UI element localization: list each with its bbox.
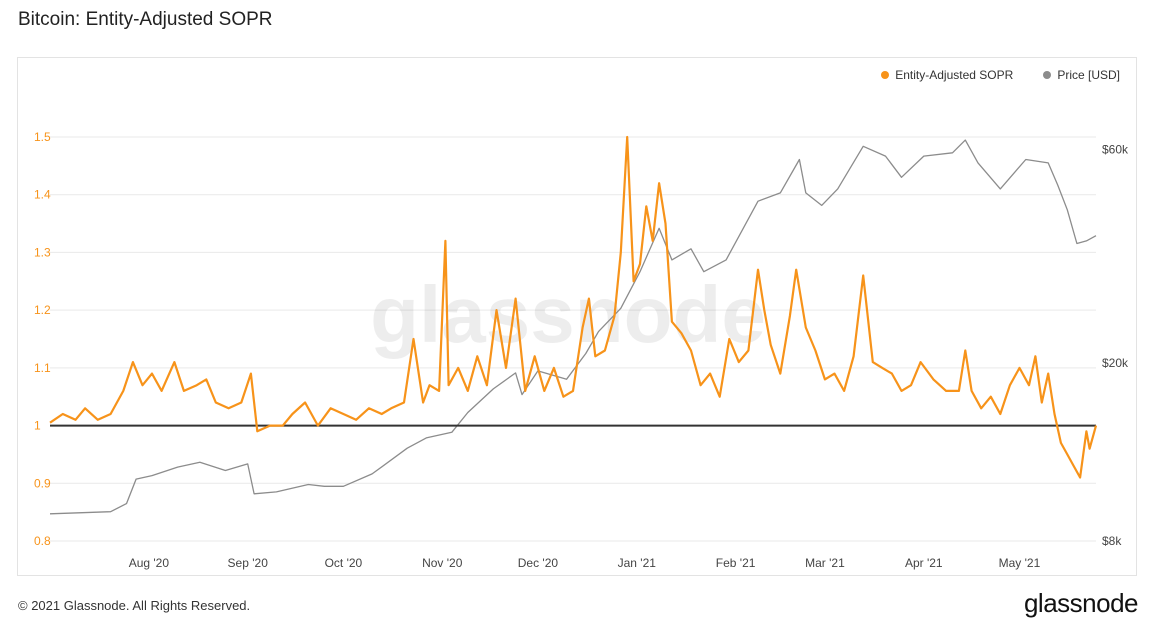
page-title: Bitcoin: Entity-Adjusted SOPR: [18, 9, 273, 30]
x-tick-label: May '21: [999, 556, 1041, 570]
copyright-text: © 2021 Glassnode. All Rights Reserved.: [18, 598, 251, 613]
legend-label-price: Price [USD]: [1057, 68, 1120, 82]
x-tick-label: Nov '20: [422, 556, 463, 570]
x-tick-label: Dec '20: [518, 556, 559, 570]
x-tick-label: Mar '21: [805, 556, 845, 570]
x-axis: Aug '20 Sep '20 Oct '20 Nov '20 Dec '20 Jan '…: [129, 556, 1041, 570]
left-tick-label: 1.2: [34, 303, 51, 317]
left-tick-label: 1.4: [34, 188, 51, 202]
glassnode-logo[interactable]: glassnode: [1023, 588, 1139, 618]
left-tick-label: 0.9: [34, 476, 51, 490]
legend-item-sopr[interactable]: Entity-Adjusted SOPR: [881, 68, 1013, 82]
x-tick-label: Apr '21: [905, 556, 943, 570]
price-line: [49, 139, 1097, 515]
right-tick-label: $20k: [1102, 356, 1129, 370]
sopr-line: [49, 135, 1098, 479]
left-tick-label: 1.3: [34, 245, 51, 259]
price-series: [49, 139, 1097, 515]
left-tick-label: 0.8: [34, 534, 51, 548]
watermark: glassnode: [370, 270, 766, 359]
legend-item-price[interactable]: Price [USD]: [1043, 68, 1120, 82]
legend-label-sopr: Entity-Adjusted SOPR: [895, 68, 1014, 82]
chart-legend: Entity-Adjusted SOPR Price [USD]: [881, 68, 1120, 82]
x-tick-label: Jan '21: [618, 556, 657, 570]
x-tick-label: Oct '20: [325, 556, 363, 570]
x-tick-label: Aug '20: [129, 556, 170, 570]
right-tick-label: $8k: [1102, 534, 1122, 548]
right-axis: $8k $20k $60k: [1102, 143, 1129, 548]
left-tick-label: 1.1: [34, 361, 51, 375]
left-tick-label: 1.5: [34, 130, 51, 144]
left-tick-label: 1: [34, 419, 41, 433]
left-axis: 0.8 0.9 1 1.1 1.2 1.3 1.4 1.5: [34, 130, 51, 548]
legend-dot-price: [1043, 71, 1052, 79]
chart-panel: [17, 57, 1137, 576]
sopr-series: [49, 135, 1098, 479]
legend-dot-sopr: [881, 71, 890, 79]
x-tick-label: Feb '21: [716, 556, 756, 570]
x-tick-label: Sep '20: [228, 556, 269, 570]
right-tick-label: $60k: [1102, 143, 1129, 157]
